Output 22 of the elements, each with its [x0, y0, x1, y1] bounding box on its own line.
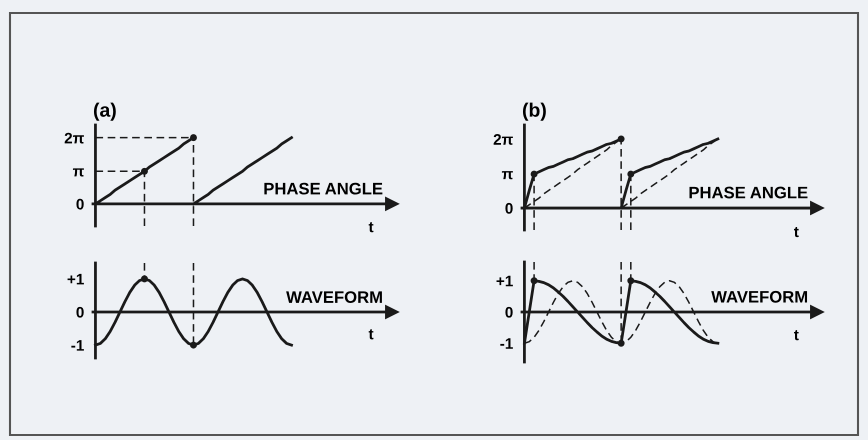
y-axis-title: PHASE ANGLE: [690, 186, 808, 198]
y-tick-label: 2π: [64, 132, 84, 144]
y-tick-label: π: [502, 171, 513, 180]
y-tick-label: π: [72, 168, 84, 177]
y-axis-title: WAVEFORM: [711, 290, 808, 303]
y-tick-label: 2π: [494, 134, 513, 145]
chart-title: (a): [94, 102, 116, 121]
y-tick-label: -1: [500, 338, 513, 349]
y-axis-title: WAVEFORM: [286, 291, 382, 303]
y-tick-label: 0: [76, 198, 84, 210]
y-tick-label: 0: [76, 306, 84, 318]
chart-title: (b): [522, 102, 546, 121]
y-axis-title: PHASE ANGLE: [264, 182, 382, 195]
y-tick-label: 0: [505, 306, 513, 318]
x-axis-title: t: [794, 330, 799, 340]
x-axis-title: t: [794, 227, 799, 238]
y-tick-label: 0: [505, 202, 513, 214]
y-tick-label: +1: [68, 274, 84, 284]
x-axis-title: t: [368, 329, 374, 340]
y-tick-label: -1: [71, 340, 84, 351]
y-tick-label: +1: [496, 276, 513, 286]
x-axis-title: t: [368, 222, 374, 232]
